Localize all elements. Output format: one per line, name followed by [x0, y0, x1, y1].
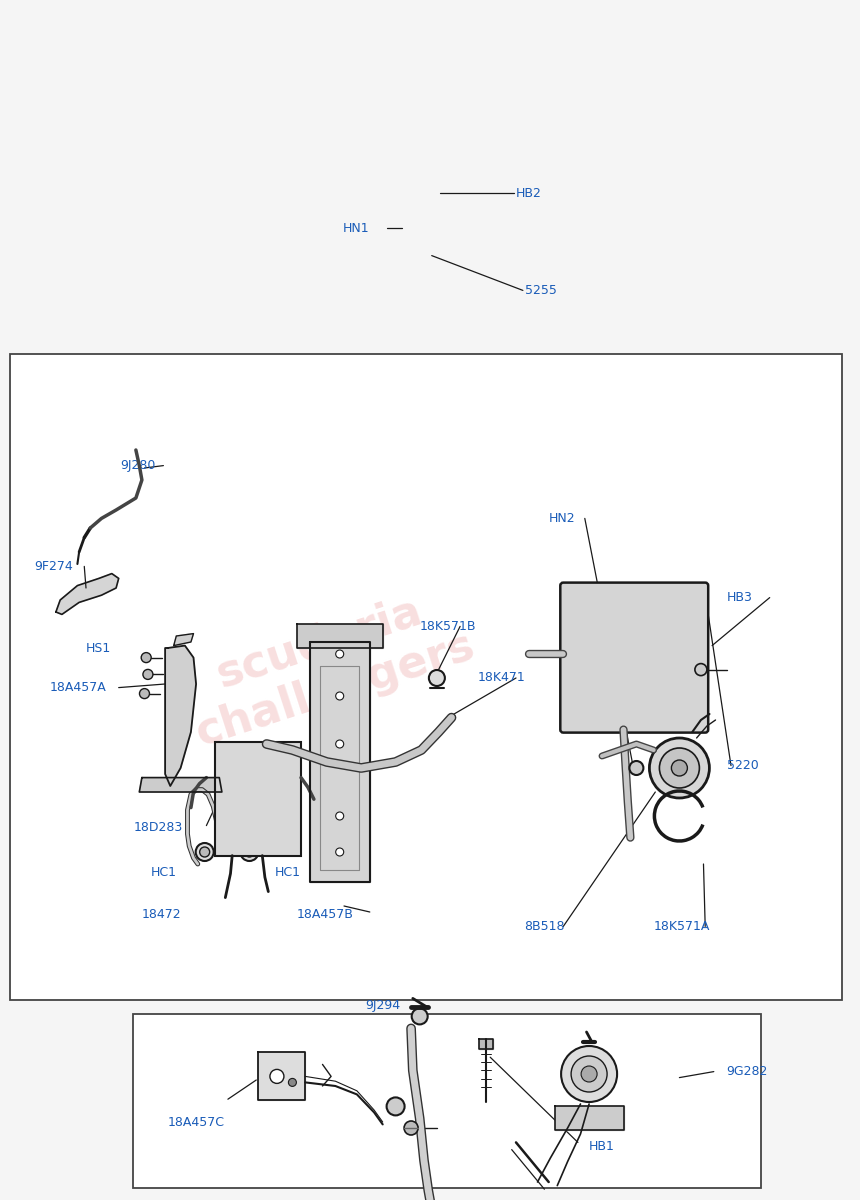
Circle shape	[244, 847, 255, 857]
Polygon shape	[174, 634, 194, 646]
Polygon shape	[139, 778, 222, 792]
Polygon shape	[56, 574, 119, 614]
Text: 18472: 18472	[142, 908, 181, 920]
Circle shape	[335, 650, 344, 658]
Bar	[10, 354, 842, 1000]
Circle shape	[335, 740, 344, 748]
Text: 18D283: 18D283	[133, 822, 182, 834]
Text: HB2: HB2	[516, 187, 542, 199]
Text: HB1: HB1	[589, 1140, 615, 1152]
Text: 18K471: 18K471	[477, 672, 525, 684]
Bar	[215, 742, 301, 856]
Polygon shape	[165, 646, 196, 786]
Text: 8B518: 8B518	[525, 920, 565, 932]
Text: 9F274: 9F274	[34, 560, 73, 572]
FancyBboxPatch shape	[561, 582, 708, 732]
Polygon shape	[479, 1039, 493, 1049]
Text: HB3: HB3	[727, 592, 752, 604]
Circle shape	[270, 1069, 284, 1084]
Circle shape	[672, 760, 687, 776]
Circle shape	[288, 1079, 297, 1086]
Circle shape	[412, 1008, 427, 1025]
Text: 18A457C: 18A457C	[168, 1116, 224, 1128]
Text: scuderia
challengers: scuderia challengers	[174, 577, 480, 755]
Text: HS1: HS1	[86, 642, 111, 654]
Text: 5220: 5220	[727, 760, 759, 772]
Text: 9J280: 9J280	[120, 460, 156, 472]
Circle shape	[695, 664, 707, 676]
Text: 18K571A: 18K571A	[654, 920, 710, 932]
Text: 9G282: 9G282	[727, 1066, 768, 1078]
Circle shape	[139, 689, 150, 698]
Bar	[133, 1014, 761, 1188]
Circle shape	[649, 738, 709, 798]
Text: HC1: HC1	[150, 866, 176, 878]
Circle shape	[241, 842, 258, 862]
Circle shape	[387, 1098, 404, 1116]
Circle shape	[141, 653, 151, 662]
Circle shape	[335, 848, 344, 856]
Circle shape	[581, 1066, 597, 1082]
Text: 9J294: 9J294	[366, 1000, 401, 1012]
Circle shape	[200, 847, 210, 857]
Text: 18A457B: 18A457B	[297, 908, 353, 920]
Circle shape	[335, 692, 344, 700]
Circle shape	[561, 1046, 617, 1102]
Polygon shape	[555, 1106, 624, 1130]
Text: 5255: 5255	[525, 284, 556, 296]
Circle shape	[630, 761, 643, 775]
Polygon shape	[258, 1052, 305, 1100]
Text: 18A457A: 18A457A	[50, 682, 107, 694]
Text: HN2: HN2	[549, 512, 575, 524]
Polygon shape	[297, 624, 383, 648]
Circle shape	[429, 670, 445, 686]
Circle shape	[335, 812, 344, 820]
Text: 18K571B: 18K571B	[420, 620, 476, 632]
Circle shape	[196, 842, 213, 862]
Text: HC1: HC1	[275, 866, 301, 878]
Circle shape	[404, 1121, 418, 1135]
Circle shape	[571, 1056, 607, 1092]
Text: HN1: HN1	[342, 222, 369, 234]
Polygon shape	[310, 642, 370, 882]
Circle shape	[143, 670, 153, 679]
Circle shape	[660, 748, 699, 788]
